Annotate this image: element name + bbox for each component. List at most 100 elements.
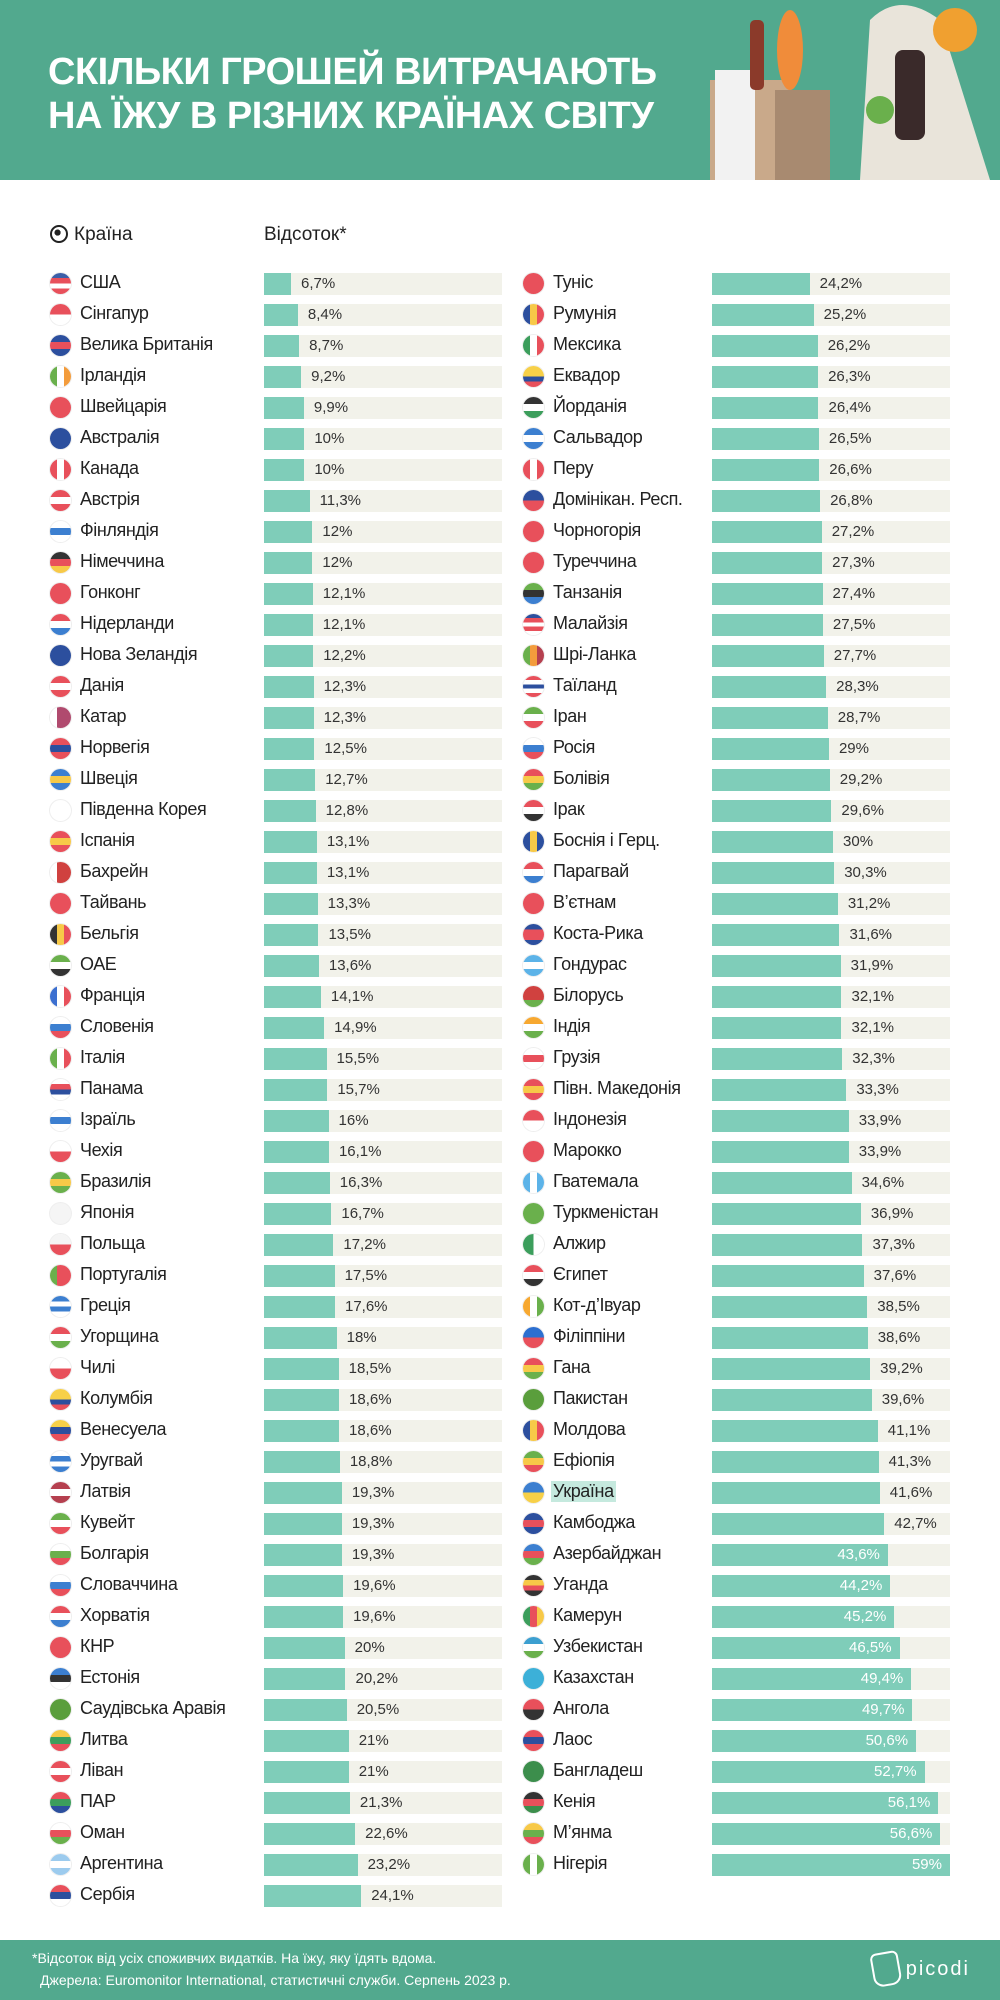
value-label: 30,3%: [844, 864, 887, 881]
value-label: 41,3%: [888, 1453, 932, 1470]
value-label: 42,7%: [894, 1515, 937, 1532]
flag-icon: [50, 1110, 71, 1131]
bar: [712, 1048, 843, 1070]
chart-row: Бангладеш 52,7%: [523, 1756, 993, 1787]
logo-text: picodi: [905, 1957, 970, 1980]
value-label: 37,3%: [872, 1236, 915, 1253]
value-label: 26,3%: [828, 368, 871, 385]
bar: [712, 1110, 849, 1132]
bar: [264, 862, 317, 884]
country-name: Ізраїль: [80, 1109, 136, 1129]
bar: [264, 1296, 335, 1318]
flag-icon: [523, 831, 544, 852]
country-name: Греція: [80, 1295, 131, 1315]
flag-icon: [50, 738, 71, 759]
flag-icon: [50, 1420, 71, 1441]
chart-row: Велика Британія 8,7%: [50, 330, 520, 361]
country-name: Півн. Македонія: [553, 1078, 681, 1098]
value-label: 10%: [314, 461, 345, 478]
bar: [264, 831, 317, 853]
bar: [264, 1575, 344, 1597]
bar: [264, 1606, 344, 1628]
value-label: 33,9%: [858, 1112, 902, 1129]
country-name: Угорщина: [80, 1326, 159, 1346]
country-name: Узбекистан: [553, 1636, 643, 1656]
flag-icon: [523, 862, 544, 883]
country-name: Франція: [80, 985, 145, 1005]
chart-row: Аргентина 23,2%: [50, 1849, 520, 1880]
value-label: 16,1%: [338, 1143, 382, 1160]
bar: [264, 1792, 350, 1814]
chart-row: Колумбія 18,6%: [50, 1384, 520, 1415]
country-name: Уганда: [553, 1574, 608, 1594]
country-name: Тайвань: [80, 892, 147, 912]
flag-icon: [523, 1637, 544, 1658]
flag-icon: [50, 1761, 71, 1782]
bar-track: 16%: [264, 1110, 502, 1132]
value-label: 12,1%: [322, 585, 366, 602]
value-label: 16,7%: [341, 1205, 384, 1222]
country-name: Гонконг: [80, 582, 141, 602]
value-label: 49,4%: [860, 1670, 904, 1687]
country-name: Грузія: [553, 1047, 601, 1067]
country-name: США: [80, 272, 121, 292]
flag-icon: [50, 924, 71, 945]
bar: [264, 645, 314, 667]
bar-track: 38,5%: [712, 1296, 950, 1318]
bar: [264, 614, 313, 636]
chart-row: Чилі 18,5%: [50, 1353, 520, 1384]
country-name: Бельгія: [80, 923, 139, 943]
bar: [264, 1079, 328, 1101]
bar: [264, 1637, 345, 1659]
value-label: 14,9%: [334, 1019, 377, 1036]
value-label: 19,6%: [353, 1577, 396, 1594]
bar: [712, 1544, 888, 1566]
bar: [264, 1265, 335, 1287]
country-name: Лаос: [553, 1729, 593, 1749]
chart-row: Коста-Рика 31,6%: [523, 919, 993, 950]
bar: [712, 831, 834, 853]
country-name: Танзанія: [553, 582, 622, 602]
chart-row: Перу 26,6%: [523, 454, 993, 485]
bar-track: 18,8%: [264, 1451, 502, 1473]
chart-row: Катар 12,3%: [50, 702, 520, 733]
chart-row: Австрія 11,3%: [50, 485, 520, 516]
flag-icon: [50, 614, 71, 635]
value-label: 13,6%: [328, 957, 372, 974]
bar-track: 56,1%: [712, 1792, 950, 1814]
bar: [712, 490, 821, 512]
flag-icon: [50, 676, 71, 697]
bar: [712, 1172, 852, 1194]
bar: [264, 335, 300, 357]
flag-icon: [523, 738, 544, 759]
chart-row: Сальвадор 26,5%: [523, 423, 993, 454]
country-name: Панама: [80, 1078, 143, 1098]
chart-row: Швеція 12,7%: [50, 764, 520, 795]
value-label: 18,6%: [349, 1391, 392, 1408]
flag-icon: [523, 614, 544, 635]
chart-row: Кенія 56,1%: [523, 1787, 993, 1818]
country-name: Таїланд: [553, 675, 617, 695]
bar: [264, 1017, 325, 1039]
column-header-country-label: Країна: [74, 224, 133, 245]
chart-row: Ізраїль 16%: [50, 1105, 520, 1136]
country-name: М’янма: [553, 1822, 612, 1842]
value-label: 19,6%: [353, 1608, 396, 1625]
bar-track: 26,5%: [712, 428, 950, 450]
chart-row: КНР 20%: [50, 1632, 520, 1663]
flag-icon: [50, 1141, 71, 1162]
bar-track: 38,6%: [712, 1327, 950, 1349]
value-label: 29,2%: [839, 771, 883, 788]
country-name: Естонія: [80, 1667, 140, 1687]
country-name: Алжир: [553, 1233, 606, 1253]
flag-icon: [523, 273, 544, 294]
flag-icon: [523, 1420, 544, 1441]
country-name: Боснія і Герц.: [553, 830, 660, 850]
value-label: 56,6%: [889, 1825, 933, 1842]
bar: [264, 521, 313, 543]
value-label: 21%: [358, 1763, 389, 1780]
bar-track: 42,7%: [712, 1513, 950, 1535]
flag-icon: [50, 273, 71, 294]
chart-row: Канада 10%: [50, 454, 520, 485]
country-name: Чехія: [80, 1140, 123, 1160]
